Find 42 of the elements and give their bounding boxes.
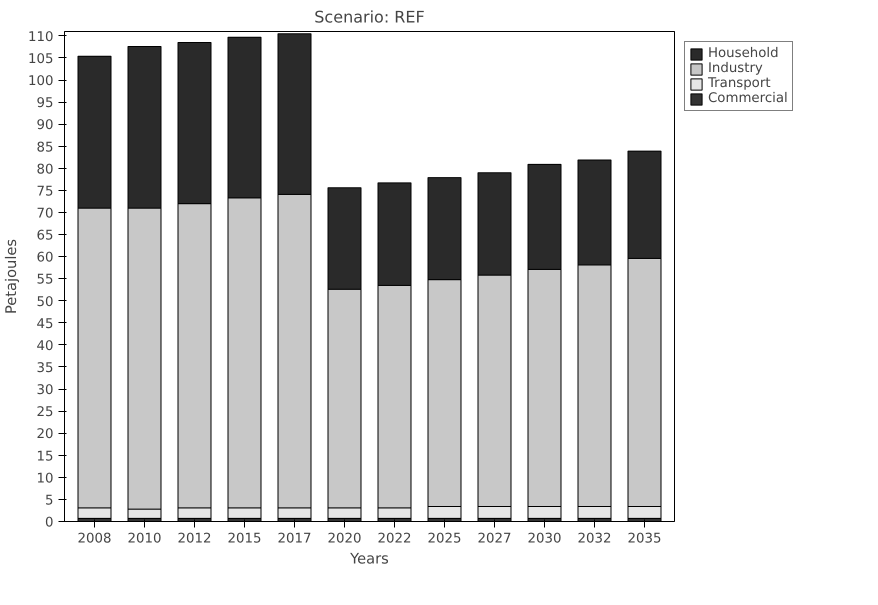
x-tick-label: 2017 (278, 532, 312, 546)
legend-label: Transport (708, 76, 771, 91)
legend-label: Industry (708, 61, 763, 76)
y-tick-label: 75 (36, 184, 54, 200)
y-tick-label: 25 (36, 405, 54, 420)
y-tick-label: 80 (36, 162, 54, 178)
y-tick-label: 105 (28, 52, 54, 67)
y-tick-label: 45 (36, 316, 54, 332)
y-tick-label: 50 (36, 294, 54, 310)
y-tick-label: 90 (36, 118, 54, 134)
x-tick-label: 2025 (428, 532, 462, 546)
x-tick-label: 2010 (128, 532, 162, 546)
y-tick-label: 60 (36, 250, 54, 266)
x-axis-title: Years (349, 550, 389, 568)
y-tick-label: 0 (45, 516, 54, 530)
x-tick-label: 2030 (528, 532, 562, 546)
x-tick-label: 2035 (628, 532, 662, 546)
x-tick-label: 2027 (478, 532, 512, 546)
x-tick-label: 2022 (378, 532, 412, 546)
y-tick-label: 5 (45, 493, 54, 508)
y-tick-label: 15 (36, 449, 54, 464)
y-tick-label: 100 (28, 74, 54, 90)
x-tick-label: 2020 (328, 532, 362, 546)
chart-title: Scenario: REF (314, 8, 425, 26)
y-tick-label: 35 (36, 360, 54, 376)
x-tick-label: 2008 (78, 532, 112, 546)
y-tick-label: 55 (36, 272, 54, 288)
y-tick-label: 10 (36, 471, 54, 486)
y-axis-title: Petajoules (3, 238, 20, 314)
y-tick-label: 110 (28, 30, 54, 45)
legend-label: Commercial (708, 91, 788, 106)
legend-label: Household (708, 46, 779, 61)
y-tick-label: 65 (36, 228, 54, 244)
x-tick-label: 2015 (228, 532, 262, 546)
y-tick-label: 85 (36, 140, 54, 156)
x-tick-label: 2012 (178, 532, 212, 546)
x-tick-label: 2032 (578, 532, 612, 546)
y-tick-label: 30 (36, 383, 54, 398)
y-tick-label: 70 (36, 206, 54, 222)
y-tick-label: 20 (36, 427, 54, 442)
y-tick-label: 95 (36, 96, 54, 112)
y-tick-label: 40 (36, 338, 54, 354)
